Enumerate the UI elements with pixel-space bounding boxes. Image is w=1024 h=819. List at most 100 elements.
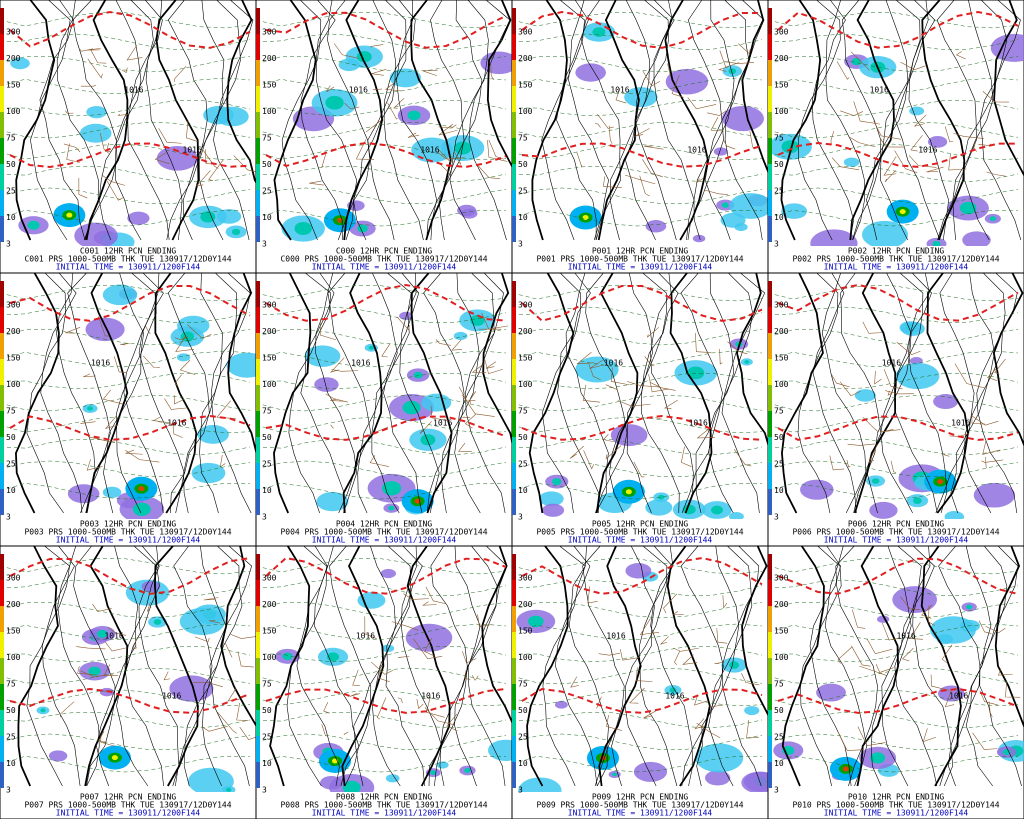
precip-area [179, 607, 226, 636]
border [576, 351, 595, 365]
freezing-line [777, 415, 1019, 441]
border [100, 735, 116, 747]
thickness-contour [0, 394, 251, 412]
color-bar-segment [768, 8, 772, 34]
contour-label: 1016 [351, 359, 370, 368]
thickness-contour [256, 350, 507, 367]
color-bar-segment [256, 60, 260, 86]
thickness-contour [768, 121, 1019, 139]
border [437, 161, 450, 174]
border [885, 390, 914, 395]
contour-label: 1016 [349, 86, 368, 95]
color-bar-label: 10 [262, 486, 272, 495]
height-contour [979, 0, 1022, 241]
panel-line2: INITIAL TIME = 130911/1200F144 [568, 263, 713, 272]
thickness-contour [768, 558, 1019, 575]
color-bar-segment [512, 86, 516, 112]
height-contour [812, 273, 857, 514]
height-contour [866, 273, 912, 514]
border [718, 66, 728, 72]
border [635, 667, 653, 682]
contour-label: 1016 [167, 419, 186, 428]
border [672, 611, 684, 615]
color-bar-segment [768, 34, 772, 60]
height-contour [481, 546, 512, 725]
panel-line2: INITIAL TIME = 130911/1200F144 [56, 809, 201, 818]
color-bar-label: 25 [774, 187, 784, 196]
precip-area [728, 512, 744, 519]
border [65, 110, 74, 114]
border [319, 318, 337, 341]
precip-area [625, 562, 652, 579]
color-bar-label: 25 [6, 460, 16, 469]
storm-center [138, 486, 145, 492]
border [853, 101, 880, 125]
border [125, 449, 143, 455]
thickness-contour [768, 483, 1019, 500]
contour-label: 1016 [949, 692, 968, 701]
color-bar-segment [512, 216, 516, 242]
border [371, 661, 394, 675]
color-bar-label: 300 [774, 301, 789, 310]
height-contour [353, 546, 396, 787]
border [608, 125, 613, 144]
color-bar-label: 300 [774, 28, 789, 37]
height-contour [639, 546, 678, 787]
contour-label: 1016 [870, 86, 889, 95]
map-panel: 1016 1016 300 200 150 100 75 50 25 10 3 C001 12HR P… [0, 0, 257, 274]
border [890, 460, 897, 473]
thickness-contour [256, 712, 507, 729]
thickness-contour [768, 646, 1019, 663]
height-contour [870, 546, 912, 787]
color-bar-segment [256, 632, 260, 658]
color-bar-segment [768, 632, 772, 658]
precip-core [871, 478, 880, 484]
freezing-line [521, 11, 763, 49]
border [986, 171, 1006, 177]
border [366, 120, 382, 132]
thickness-contour [0, 416, 251, 434]
color-bar-label: 300 [262, 574, 277, 583]
height-contour [314, 546, 360, 787]
thickness-contour [256, 329, 507, 346]
panel-line1: P010 PRS 1000-500MB THK TUE 130917/12D0Y… [792, 801, 999, 810]
border [615, 88, 627, 104]
color-bar-label: 3 [6, 513, 11, 522]
map-panel: 1016 1016 300 200 150 100 75 50 25 10 3 P005 12HR P… [511, 272, 769, 547]
color-bar-label: 3 [6, 786, 11, 795]
color-bar-segment [512, 333, 516, 359]
border [605, 445, 622, 460]
height-contour [468, 0, 511, 241]
map-panel: 1016 1016 300 200 150 100 75 50 25 10 3 P003 12HR P… [0, 272, 257, 547]
border [102, 389, 123, 405]
thickness-contour [256, 285, 507, 302]
border [126, 44, 143, 61]
contour-label: 1016 [162, 692, 181, 701]
border [928, 605, 935, 626]
thickness-contour [256, 646, 507, 663]
color-bar-label: 300 [518, 574, 533, 583]
height-contour [881, 546, 922, 787]
thickness-contour [0, 33, 251, 50]
color-bar-segment [256, 112, 260, 138]
border [195, 170, 211, 187]
freezing-line [777, 557, 1019, 595]
panel-caption: P009 12HR PCN ENDING [592, 793, 689, 802]
freezing-line [265, 556, 507, 595]
border [464, 413, 477, 429]
precip-area [973, 482, 1015, 508]
border [475, 162, 501, 180]
border [648, 374, 670, 393]
panel-line1: P003 PRS 1000-500MB THK TUE 130917/12D0Y… [24, 528, 231, 537]
precip-core [382, 481, 402, 496]
height-contour [226, 0, 256, 185]
height-contour [624, 546, 668, 787]
border [147, 601, 152, 612]
color-bar-segment [768, 359, 772, 385]
color-bar-segment [512, 684, 516, 710]
height-contour [123, 273, 164, 514]
height-contour [609, 273, 653, 514]
height-contour [115, 0, 154, 241]
border [326, 85, 335, 93]
color-bar-segment [512, 112, 516, 138]
